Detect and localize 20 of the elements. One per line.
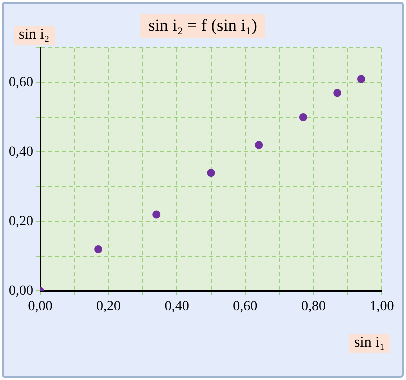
point [255, 141, 264, 150]
y-tick-label: 0,20 [9, 214, 34, 230]
chart-title: sin i₂ = f (sin i₁) [140, 14, 266, 38]
y-tick-label: 0,40 [9, 144, 34, 160]
y-tick-label: 0,00 [9, 284, 34, 299]
point [299, 113, 308, 122]
x-tick-label: 0,00 [28, 299, 53, 314]
point [334, 89, 342, 98]
x-tick-label: 0,40 [164, 299, 190, 314]
point [358, 75, 366, 84]
y-axis-title: sin i₂ [14, 26, 55, 45]
x-tick-label: 0,60 [233, 299, 258, 314]
x-tick-label: 0,80 [301, 299, 326, 314]
point [152, 210, 161, 219]
x-axis-title: sin i₁ [349, 334, 390, 353]
y-tick-label: 0,60 [9, 75, 34, 90]
x-tick-label: 0,20 [96, 299, 122, 314]
point [94, 246, 103, 254]
x-tick-label: 1,00 [370, 299, 394, 314]
point [207, 169, 216, 178]
